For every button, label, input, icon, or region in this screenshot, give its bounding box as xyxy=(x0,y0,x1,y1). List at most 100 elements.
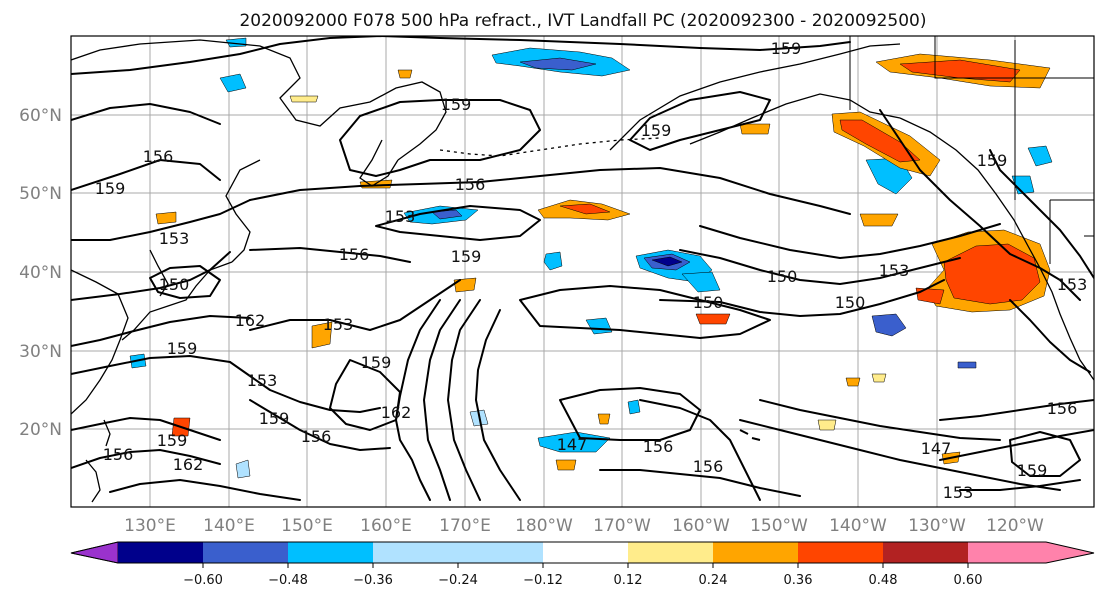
lon-label: 170°E xyxy=(439,516,491,536)
lat-label: 30°N xyxy=(19,342,62,362)
colorbar-segment xyxy=(288,542,373,563)
colorbar-tick-label: 0.36 xyxy=(784,573,813,588)
coast-korea xyxy=(149,249,169,297)
contour-label: 153 xyxy=(943,483,974,502)
lat-gridlines xyxy=(71,114,1094,430)
coast-philippines xyxy=(85,459,101,503)
contour-label: 159 xyxy=(441,95,472,114)
contour-label: 153 xyxy=(159,229,190,248)
contour-label: 150 xyxy=(835,293,866,312)
colorbar-outline xyxy=(70,541,1095,564)
contour-150-ring xyxy=(519,285,771,339)
contour-label: 150 xyxy=(767,267,798,286)
lon-gridlines xyxy=(149,36,1016,507)
contour-label: 162 xyxy=(235,311,266,330)
colorbar-tick-label: −0.36 xyxy=(353,573,393,588)
colorbar-low-extend xyxy=(70,541,119,564)
contour-label: 156 xyxy=(143,147,174,166)
boundaries xyxy=(849,36,1094,264)
coastlines xyxy=(71,39,1094,503)
contour-label: 153 xyxy=(385,207,416,226)
contour-label: 156 xyxy=(643,437,674,456)
contour-label: 153 xyxy=(879,261,910,280)
colorbar-segment xyxy=(458,542,543,563)
contour-label: 156 xyxy=(1047,399,1078,418)
colorbar-segment xyxy=(628,542,713,563)
contour-label: 156 xyxy=(301,427,332,446)
contour-label: 153 xyxy=(1057,275,1088,294)
contour-156-mid xyxy=(71,159,851,215)
lon-label: 140°E xyxy=(203,516,255,536)
lon-label: 130°E xyxy=(124,516,176,536)
contour-label: 153 xyxy=(247,371,278,390)
colorbar-segment xyxy=(203,542,288,563)
contour-label: 147 xyxy=(921,439,952,458)
lon-label: 160°E xyxy=(360,516,412,536)
contour-label: 156 xyxy=(103,445,134,464)
colorbar-segment xyxy=(883,542,968,563)
colorbar-tick-label: 0.60 xyxy=(954,573,983,588)
colorbar-segment xyxy=(798,542,883,563)
contour-label: 159 xyxy=(641,121,672,140)
lat-label: 50°N xyxy=(19,184,62,204)
lon-labels: 130°E 140°E 150°E 160°E 170°E 180°W 170°… xyxy=(124,516,1044,536)
contour-label: 159 xyxy=(361,353,392,372)
contour-label: 159 xyxy=(451,247,482,266)
lat-label: 60°N xyxy=(19,106,62,126)
contour-label: 156 xyxy=(455,175,486,194)
coast-west-us xyxy=(1039,267,1094,381)
colorbar-tick-label: −0.48 xyxy=(268,573,308,588)
lon-label: 150°W xyxy=(750,516,808,536)
contour-159-north xyxy=(71,36,851,75)
colorbar: −0.60 −0.48 −0.36 −0.24 −0.12 0.12 0.24 … xyxy=(70,541,1095,588)
refractivity-contours xyxy=(71,36,1094,501)
contour-159-ring-okhotsk xyxy=(339,99,541,177)
coast-okhotsk xyxy=(225,159,261,263)
coast-japan xyxy=(121,261,233,341)
colorbar-tick-label: −0.60 xyxy=(183,573,223,588)
lon-label: 120°W xyxy=(986,516,1044,536)
aleutian-chain xyxy=(439,137,661,157)
coast-alaska xyxy=(609,43,901,151)
contour-153-east xyxy=(879,109,1081,301)
colorbar-tick-label: −0.12 xyxy=(523,573,563,588)
contour-label: 150 xyxy=(159,275,190,294)
lon-label: 160°W xyxy=(672,516,730,536)
contour-label: 156 xyxy=(339,245,370,264)
contour-label: 162 xyxy=(173,455,204,474)
contour-label: 147 xyxy=(557,435,588,454)
contour-label: 156 xyxy=(693,457,724,476)
contour-label: 153 xyxy=(323,315,354,334)
colorbar-segment xyxy=(118,542,203,563)
lon-label: 130°W xyxy=(908,516,966,536)
contour-label: 159 xyxy=(977,151,1008,170)
contour-label: 159 xyxy=(771,39,802,58)
colorbar-tick-label: 0.24 xyxy=(699,573,728,588)
lon-label: 140°W xyxy=(829,516,887,536)
contour-label: 150 xyxy=(693,293,724,312)
lat-label: 40°N xyxy=(19,263,62,283)
colorbar-tick-label: 0.48 xyxy=(869,573,898,588)
colorbar-segment xyxy=(543,542,628,563)
lon-label: 150°E xyxy=(281,516,333,536)
coast-siberia xyxy=(71,39,447,161)
contour-label: 159 xyxy=(1017,461,1048,480)
colorbar-tick-label: 0.12 xyxy=(614,573,643,588)
colorbar-tick-label: −0.24 xyxy=(438,573,478,588)
coast-taiwan xyxy=(103,419,111,447)
coast-bc xyxy=(899,117,1041,269)
colorbar-high-extend xyxy=(968,542,1094,563)
lat-label: 20°N xyxy=(19,420,62,440)
contour-label: 159 xyxy=(259,409,290,428)
coast-china xyxy=(71,269,129,415)
contour-labels: 159 159 159 156 159 156 153 156 159 150 … xyxy=(95,39,1088,502)
contour-label: 162 xyxy=(381,403,412,422)
colorbar-ticks xyxy=(202,563,969,568)
colorbar-segment xyxy=(713,542,798,563)
map-title: 2020092000 F078 500 hPa refract., IVT La… xyxy=(239,11,926,31)
coast-hawaii xyxy=(739,429,761,441)
contour-label: 159 xyxy=(167,339,198,358)
contour-label: 159 xyxy=(157,431,188,450)
map-frame xyxy=(70,35,1095,508)
